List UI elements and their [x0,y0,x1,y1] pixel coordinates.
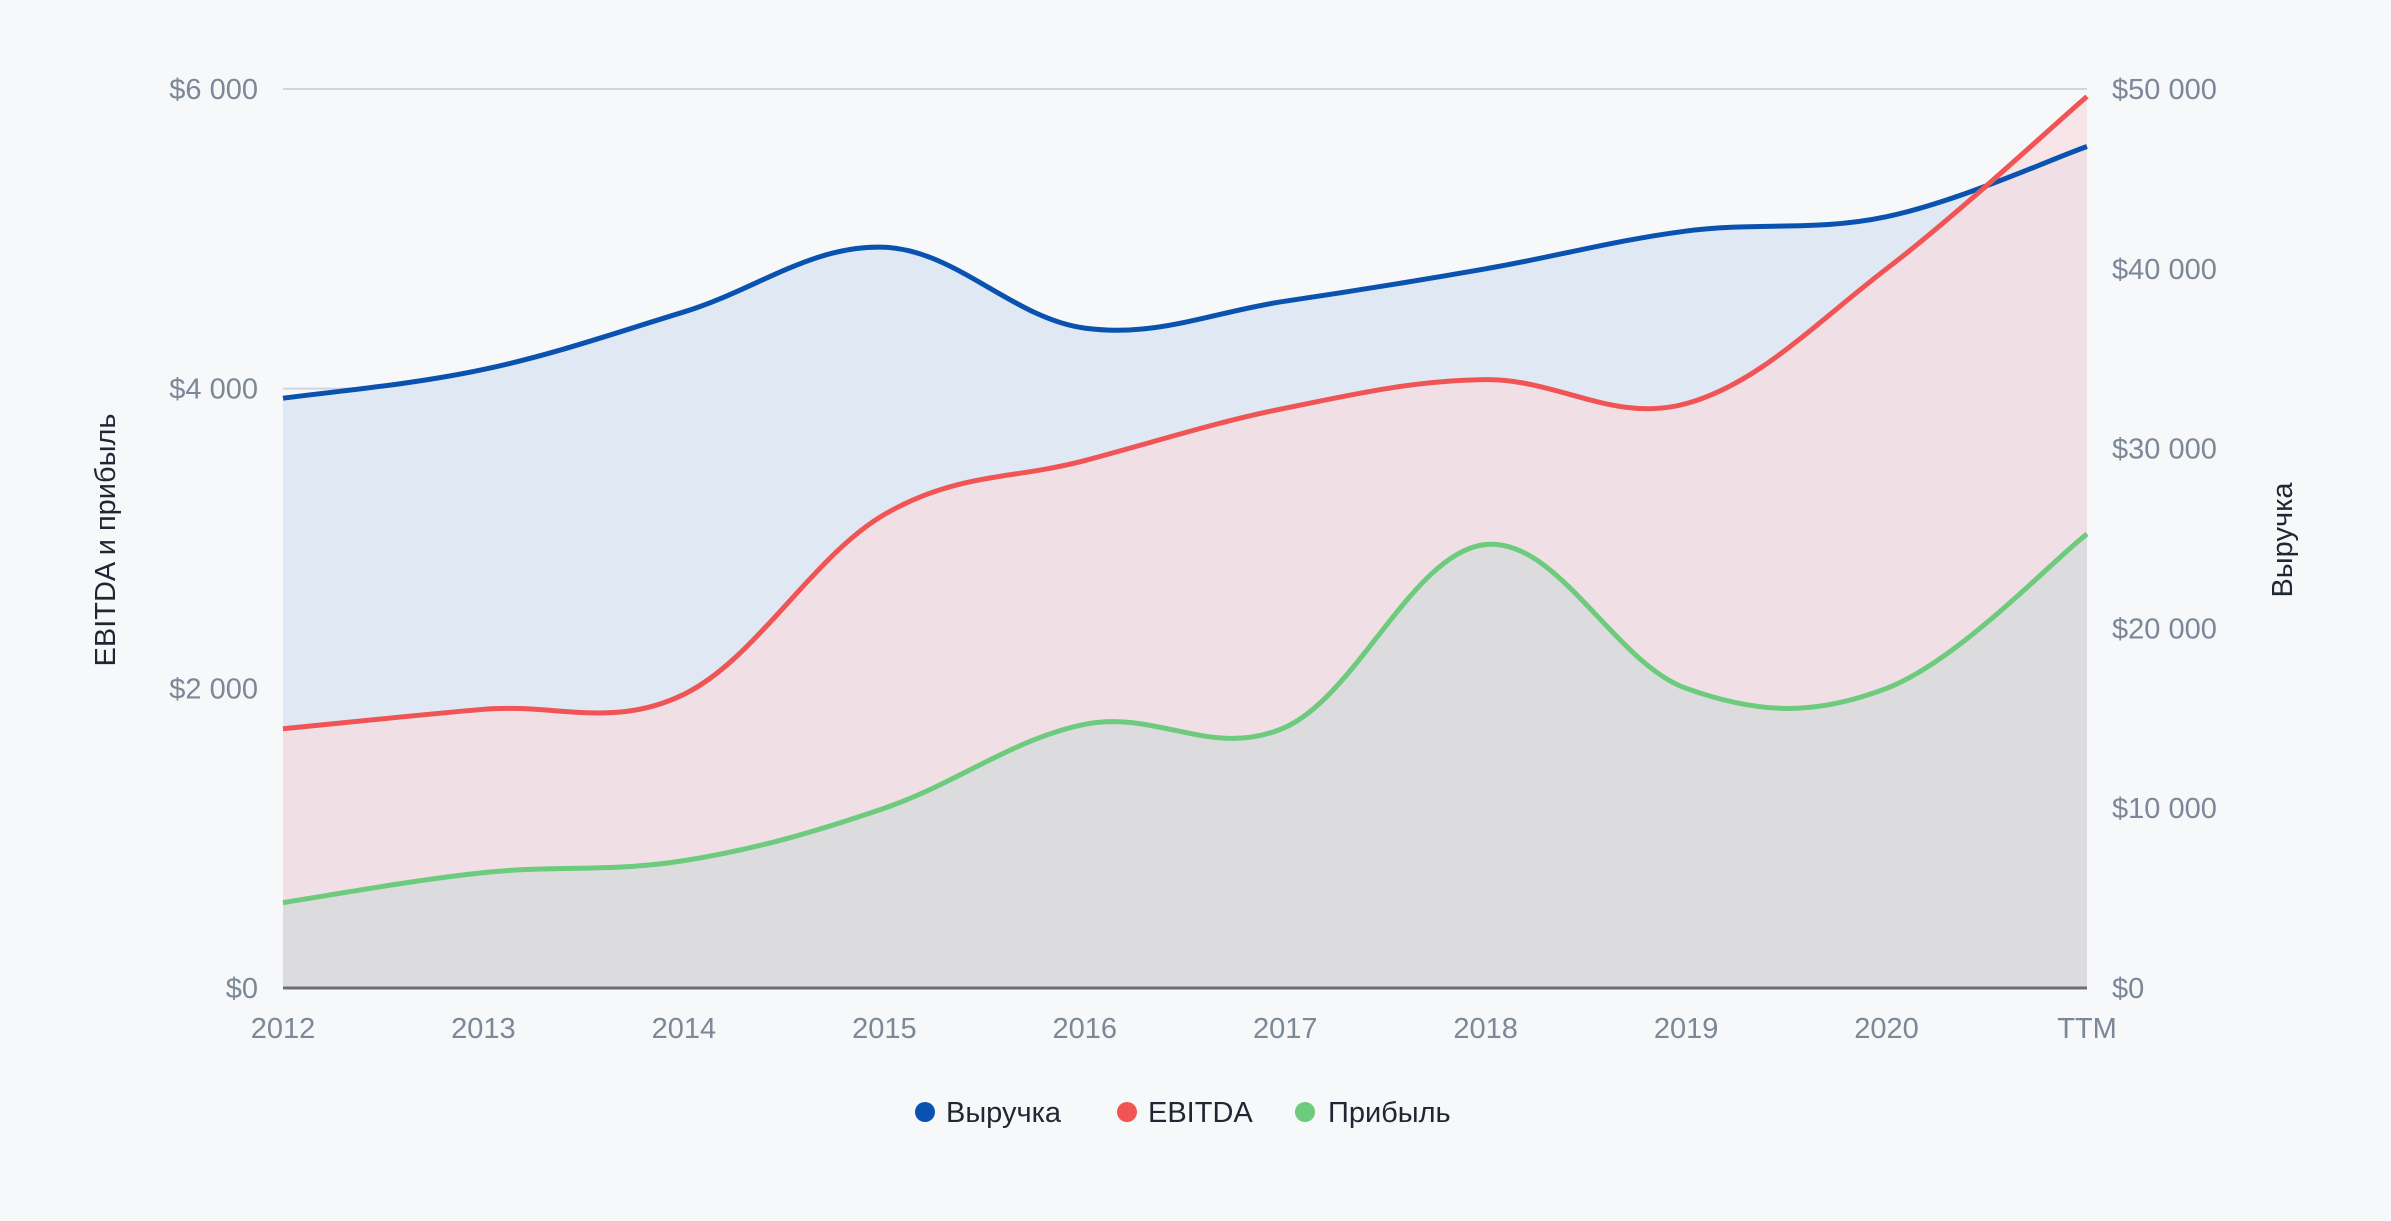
right-tick-label-3: $30 000 [2112,434,2217,466]
legend: Выручка EBITDA Прибыль [915,1097,1451,1129]
right-tick-label-0: $0 [2112,973,2144,1005]
legend-label-ebitda: EBITDA [1148,1097,1253,1129]
x-tick-label-5: 2017 [1253,1013,1318,1045]
line-profit [282,532,2089,906]
x-tick-label-4: 2016 [1053,1013,1118,1045]
legend-dot-profit [1295,1102,1315,1122]
legend-item-revenue[interactable]: Выручка [915,1097,1062,1129]
line-revenue [282,144,2088,401]
left-tick-label-0: $0 [226,973,258,1005]
right-tick-label-5: $50 000 [2112,74,2217,106]
x-tick-label-2: 2014 [652,1013,717,1045]
right-tick-label-1: $10 000 [2112,793,2217,825]
right-axis-title: Выручка [2267,482,2299,598]
left-axis-ticks: $0 $2 000 $4 000 $6 000 [169,74,258,1005]
right-tick-label-2: $20 000 [2112,613,2217,645]
legend-item-profit[interactable]: Прибыль [1295,1097,1451,1129]
line-ebitda [282,94,2089,732]
series-areas [283,96,2087,988]
x-tick-label-8: 2020 [1854,1013,1919,1045]
left-tick-label-1: $2 000 [169,673,258,705]
left-tick-label-2: $4 000 [169,374,258,406]
legend-label-revenue: Выручка [946,1097,1062,1129]
left-axis-title: EBITDA и прибыль [90,414,122,667]
series-lines [282,94,2089,906]
x-tick-label-0: 2012 [251,1013,316,1045]
x-tick-label-1: 2013 [451,1013,516,1045]
right-tick-label-4: $40 000 [2112,254,2217,286]
legend-label-profit: Прибыль [1328,1097,1451,1129]
legend-dot-ebitda [1117,1102,1137,1122]
legend-item-ebitda[interactable]: EBITDA [1117,1097,1253,1129]
x-tick-label-3: 2015 [852,1013,917,1045]
area-profit [283,534,2087,988]
right-axis-ticks: $0 $10 000 $20 000 $30 000 $40 000 $50 000 [2112,74,2217,1005]
x-tick-label-6: 2018 [1453,1013,1518,1045]
x-axis-ticks: 2012 2013 2014 2015 2016 2017 2018 2019 2020 TTM [251,1013,2117,1045]
legend-dot-revenue [915,1102,935,1122]
left-tick-label-3: $6 000 [169,74,258,106]
x-tick-label-7: 2019 [1654,1013,1719,1045]
x-tick-label-9: TTM [2057,1013,2117,1045]
